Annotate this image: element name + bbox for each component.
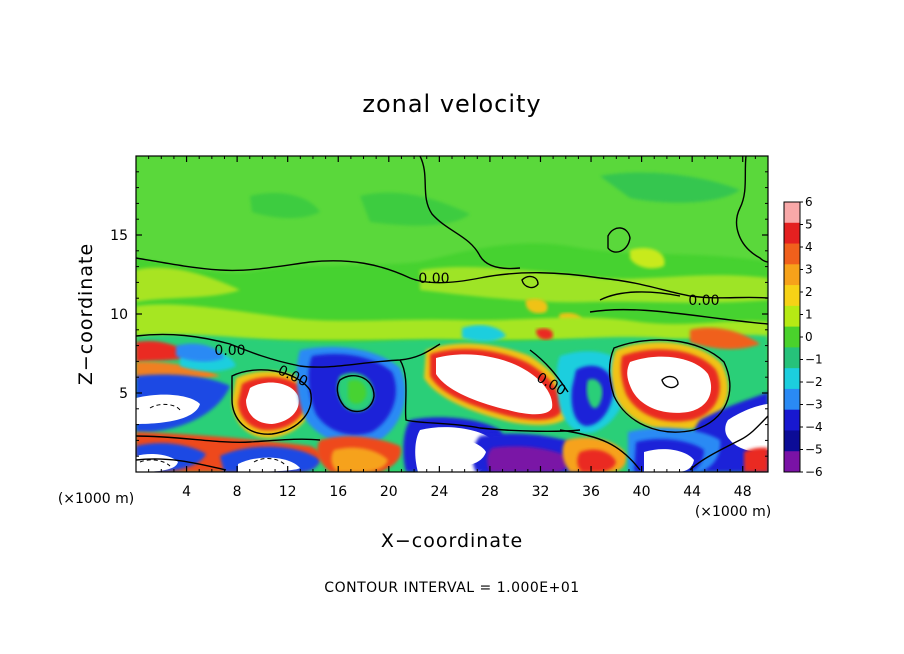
x-tick-label: 20 (380, 484, 398, 500)
colorbar-label: 1 (805, 308, 813, 322)
x-tick-label: 12 (279, 484, 297, 500)
colorbar-label: −5 (805, 443, 823, 457)
colorbar-label: −4 (805, 420, 823, 434)
chart-title: zonal velocity (362, 90, 541, 118)
x-tick-label: 44 (683, 484, 701, 500)
colorbar-swatch (784, 451, 800, 473)
colorbar-swatch (784, 368, 800, 390)
colorbar-swatch (784, 326, 800, 348)
y-axis-label: Z−coordinate (75, 243, 97, 385)
x-unit-label-left: (×1000 m) (58, 491, 134, 507)
colorbar-swatch (784, 305, 800, 328)
contour-label-3: 0.00 (214, 343, 245, 359)
colorbar-label: 6 (805, 195, 813, 209)
colorbar-label: −6 (805, 465, 823, 479)
colorbar-label: 3 (805, 263, 813, 277)
x-axis-label: X−coordinate (381, 530, 523, 552)
colorbar-label: −1 (805, 353, 823, 367)
colorbar-label: 4 (805, 240, 813, 254)
contour-lines (136, 156, 768, 471)
colorbar-swatch (784, 202, 800, 224)
dashed-contours (139, 403, 287, 467)
colorbar-label: −2 (805, 375, 823, 389)
y-tick-label: 10 (110, 307, 128, 323)
velocity-field (136, 156, 768, 472)
x-unit-label-right: (×1000 m) (695, 504, 771, 520)
y-tick-label: 15 (110, 228, 128, 244)
contour-label-1: 0.00 (418, 271, 449, 287)
x-tick-label: 24 (430, 484, 448, 500)
colorbar-label: 5 (805, 218, 813, 232)
x-tick-label: 36 (582, 484, 600, 500)
colorbar-swatch (784, 243, 800, 265)
colorbar-swatch (784, 347, 800, 369)
colorbar-swatch (784, 430, 800, 452)
colorbar-swatch (784, 264, 800, 286)
colorbar-swatch (784, 409, 800, 431)
colorbar-swatch (784, 222, 800, 245)
x-axis-ticks: 4 8 12 16 20 24 28 32 36 40 44 48 (148, 156, 756, 500)
colorbar-swatch (784, 285, 800, 307)
colorbar-label: −3 (805, 398, 823, 412)
colorbar-swatch (784, 388, 800, 411)
colorbar-label: 2 (805, 285, 813, 299)
x-tick-label: 4 (182, 484, 191, 500)
x-tick-label: 40 (633, 484, 651, 500)
x-tick-label: 8 (233, 484, 242, 500)
x-tick-label: 48 (734, 484, 752, 500)
contour-label-2: 0.00 (688, 293, 719, 309)
y-axis-ticks: 5 10 15 (110, 171, 768, 457)
x-tick-label: 32 (532, 484, 550, 500)
contour-interval-note: CONTOUR INTERVAL = 1.000E+01 (324, 580, 579, 596)
x-tick-label: 16 (329, 484, 347, 500)
colorbar-label: 0 (805, 330, 813, 344)
y-tick-label: 5 (119, 386, 128, 402)
x-tick-label: 28 (481, 484, 499, 500)
colorbar: 6 5 4 3 2 1 0 −1 −2 −3 −4 −5 −6 (783, 195, 823, 479)
